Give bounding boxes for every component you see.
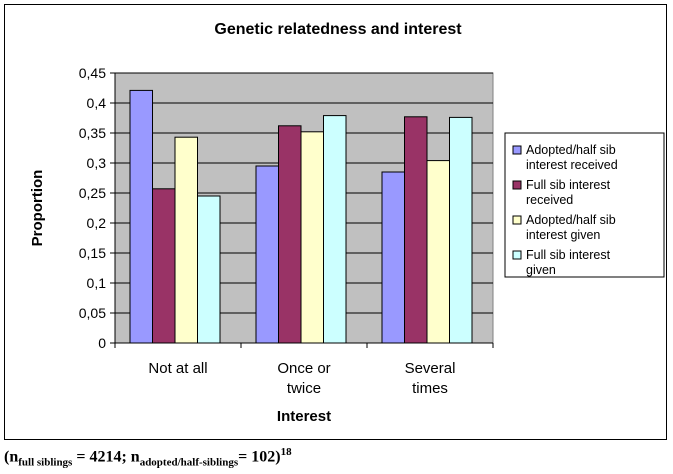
y-tick-label: 0,2 (87, 215, 107, 231)
legend-swatch (512, 145, 522, 155)
footnote-end: = 102) (238, 448, 281, 466)
bar (278, 125, 302, 344)
bar (255, 165, 279, 344)
footnote-sup: 18 (280, 446, 292, 458)
x-category-label: Once or (277, 360, 330, 377)
y-tick-label: 0,05 (79, 305, 106, 321)
legend-label: Adopted/half sib (526, 143, 616, 157)
bar (152, 188, 176, 344)
bar (174, 136, 198, 344)
chart-title: Genetic relatedness and interest (214, 21, 462, 38)
legend-box (504, 132, 665, 278)
bar (300, 131, 324, 344)
x-category-label: Several (405, 360, 456, 377)
bar (449, 116, 473, 344)
legend-label: Full sib interest (526, 178, 611, 192)
y-tick-label: 0,4 (87, 95, 107, 111)
legend-label: Full sib interest (526, 248, 611, 262)
footnote-mid: = 4214; n (72, 448, 140, 466)
y-tick-label: 0,15 (79, 245, 106, 261)
y-tick-label: 0,1 (87, 275, 107, 291)
legend-swatch (512, 215, 522, 225)
y-tick-label: 0,45 (79, 65, 106, 81)
x-category-label: times (412, 380, 448, 397)
bar (323, 115, 347, 344)
y-tick-label: 0,25 (79, 185, 106, 201)
legend-label: received (526, 193, 573, 207)
bar (426, 160, 450, 344)
y-tick-label: 0,35 (79, 125, 106, 141)
footnote-open: (n (4, 448, 19, 466)
legend-label: interest given (526, 228, 600, 242)
footnote-sub-full: full siblings (18, 456, 73, 469)
legend-swatch (512, 250, 522, 260)
x-axis-title: Interest (277, 408, 331, 425)
bar (197, 195, 221, 344)
x-category-label: twice (287, 380, 321, 397)
bar (129, 89, 153, 344)
y-axis-title: Proportion (29, 170, 46, 247)
x-category-label: Not at all (148, 360, 207, 377)
y-tick-label: 0 (98, 335, 106, 351)
bar (381, 171, 405, 344)
footnote: (nfull siblings = 4214; nadopted/half-si… (4, 446, 292, 469)
chart-frame: Genetic relatedness and interest 0 0,05 0,1… (4, 4, 667, 440)
legend-label: interest received (526, 158, 618, 172)
bar (404, 116, 428, 344)
footnote-sub-adopted: adopted/half-siblings (139, 456, 239, 469)
legend-swatch (512, 180, 522, 190)
legend-label: Adopted/half sib (526, 213, 616, 227)
legend-label: given (526, 263, 556, 277)
chart-svg: Genetic relatedness and interest 0 0,05 0,1… (29, 21, 665, 425)
y-tick-label: 0,3 (87, 155, 107, 171)
